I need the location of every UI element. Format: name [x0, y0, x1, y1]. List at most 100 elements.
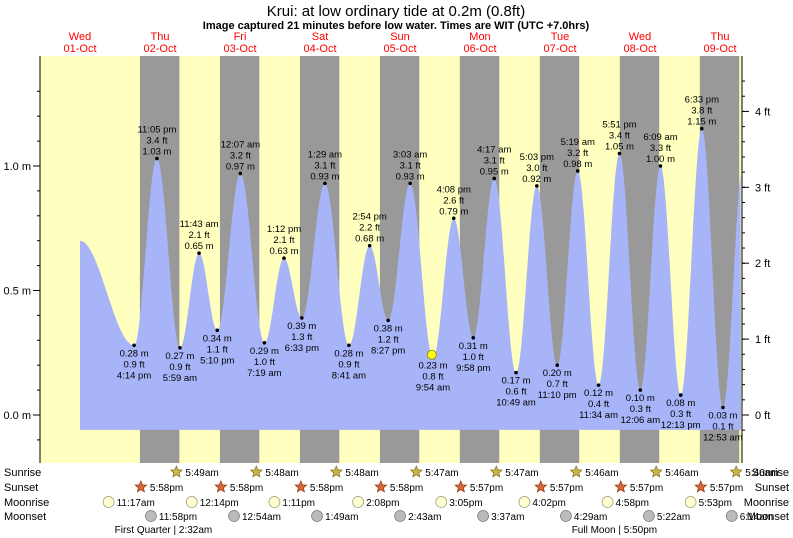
low-tide-label: 8:27 pm: [371, 345, 405, 356]
moonset-icon: [477, 510, 489, 522]
moonrise-icon: [684, 496, 697, 508]
high-tide-point: [617, 151, 622, 156]
moonrise-time: 4:58pm: [616, 498, 649, 509]
sunrise-icon: [569, 465, 583, 478]
high-tide-label: 2.1 ft: [273, 235, 294, 246]
high-tide-label: 12:07 am: [221, 139, 261, 150]
row-label-right: Moonrise: [744, 497, 789, 509]
high-tide-point: [282, 256, 286, 260]
high-tide-label: 0.63 m: [269, 246, 298, 257]
day-date-label: 01-Oct: [63, 43, 96, 55]
high-tide-label: 0.98 m: [563, 159, 592, 170]
sunset-icon: [134, 480, 148, 493]
low-tide-label: 7:19 am: [247, 368, 281, 379]
high-tide-label: 3.4 ft: [146, 136, 167, 147]
high-tide-point: [155, 156, 159, 161]
low-tide-label: 8:41 am: [332, 370, 366, 381]
row-label-left: Moonset: [4, 511, 46, 523]
moonrise-icon: [268, 496, 281, 508]
low-tide-label: 0.23 m: [418, 361, 447, 372]
low-tide-label: 0.1 ft: [712, 422, 733, 433]
low-tide-label: 12:53 am: [703, 433, 743, 444]
low-tide-label: 0.3 ft: [630, 404, 651, 415]
sunrise-icon: [409, 465, 423, 478]
low-tide-label: 0.29 m: [250, 346, 279, 357]
low-tide-label: 0.38 m: [374, 323, 403, 334]
low-tide-point: [721, 405, 725, 410]
moonset-time: 2:43am: [408, 512, 441, 523]
moonrise-time: 11:17am: [117, 498, 155, 509]
moonrise-icon: [601, 496, 614, 508]
low-tide-point: [596, 383, 601, 387]
sunrise-time: 5:48am: [265, 468, 298, 479]
low-tide-point: [638, 388, 643, 392]
moonrise-time: 1:11pm: [282, 498, 315, 509]
low-tide-label: 0.8 ft: [422, 372, 443, 383]
high-tide-label: 4:17 am: [477, 144, 511, 155]
low-tide-label: 0.9 ft: [124, 359, 145, 370]
high-tide-point: [197, 251, 201, 255]
low-tide-point: [555, 363, 560, 368]
low-tide-point: [215, 328, 220, 333]
moonset-icon: [311, 510, 323, 522]
low-tide-label: 11:34 am: [579, 410, 618, 421]
day-date-label: 05-Oct: [383, 43, 416, 55]
high-tide-point: [658, 164, 663, 168]
moonset-time: 4:29am: [574, 512, 607, 523]
sunrise-time: 5:46am: [745, 468, 778, 479]
high-tide-point: [700, 126, 704, 131]
moonset-time: 1:49am: [325, 512, 358, 523]
high-tide-label: 2.6 ft: [443, 195, 464, 206]
low-tide-label: 0.34 m: [203, 333, 232, 344]
axes: 0.0 m 0.5 m 1.0 m 0 ft 1 ft 2 ft 3 ft 4 ft: [3, 56, 770, 463]
sunset-icon: [694, 480, 708, 493]
low-tide-label: 0.31 m: [459, 341, 488, 352]
high-tide-label: 1.03 m: [142, 147, 171, 158]
high-tide-label: 0.95 m: [480, 166, 509, 177]
day-name-label: Sun: [390, 31, 410, 43]
high-tide-point: [323, 181, 327, 186]
row-label-right: Sunrise: [752, 467, 789, 479]
high-tide-label: 3.3 ft: [650, 143, 671, 154]
low-tide-label: 0.03 m: [708, 411, 737, 422]
low-tide-label: 0.39 m: [287, 321, 316, 332]
moonset-icon: [643, 510, 655, 522]
sunset-time: 5:57pm: [470, 483, 503, 494]
day-name-label: Tue: [551, 31, 570, 43]
day-date-label: 02-Oct: [143, 43, 176, 55]
low-tide-label: 4:14 pm: [117, 370, 151, 381]
low-tide-label: 0.28 m: [334, 348, 363, 359]
low-tide-point: [386, 318, 390, 323]
low-tide-label: 1.0 ft: [254, 357, 275, 368]
high-tide-point: [408, 181, 412, 186]
high-tide-label: 0.97 m: [226, 161, 255, 172]
moonset-icon: [145, 510, 157, 522]
sunset-time: 5:58pm: [230, 483, 263, 494]
low-tide-point: [300, 316, 304, 320]
day-name-label: Mon: [469, 31, 490, 43]
high-tide-label: 3.0 ft: [526, 163, 547, 174]
low-tide-label: 0.12 m: [584, 388, 613, 399]
moonrise-icon: [352, 496, 364, 508]
sunrise-icon: [249, 465, 263, 478]
sunset-icon: [534, 480, 548, 493]
high-tide-point: [238, 171, 243, 176]
row-label-left: Sunset: [4, 482, 38, 494]
low-tide-point: [132, 343, 136, 348]
ft-tick-label: 2 ft: [755, 258, 770, 270]
low-tide-label: 1.0 ft: [463, 352, 484, 363]
low-tide-label: 10:49 am: [496, 398, 536, 409]
low-tide-label: 12:06 am: [621, 415, 661, 426]
day-date-label: 09-Oct: [703, 43, 736, 55]
moonset-icon: [560, 510, 572, 522]
day-name-label: Wed: [629, 31, 651, 43]
sunset-time: 5:58pm: [390, 483, 423, 494]
moonrise-icon: [185, 496, 198, 508]
sunset-time: 5:58pm: [310, 483, 343, 494]
high-tide-label: 0.79 m: [439, 206, 468, 217]
low-tide-point: [262, 340, 267, 345]
sunrise-icon: [729, 465, 743, 478]
moonrise-time: 2:08pm: [366, 498, 399, 509]
